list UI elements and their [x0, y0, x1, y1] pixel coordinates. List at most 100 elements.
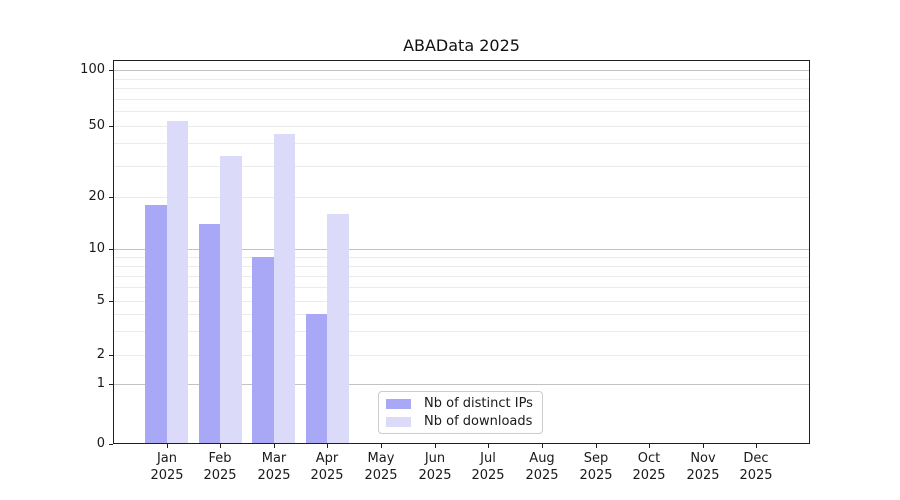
x-tick-label: Apr 2025	[295, 450, 359, 484]
gridline-minor	[114, 314, 809, 315]
gridline-minor	[114, 276, 809, 277]
x-tick-month: Oct	[637, 451, 661, 466]
legend-item-distinct-ips: Nb of distinct IPs	[386, 396, 534, 411]
gridline-minor	[114, 257, 809, 258]
y-tick	[109, 70, 113, 71]
y-tick-label: 2	[96, 347, 105, 362]
gridline-minor	[114, 111, 809, 112]
x-tick-year: 2025	[579, 468, 613, 483]
x-tick-label: Jul 2025	[456, 450, 520, 484]
gridline-major	[114, 384, 809, 385]
gridline-minor	[114, 355, 809, 356]
gridline-minor	[114, 126, 809, 127]
x-tick-year: 2025	[471, 468, 505, 483]
x-tick	[596, 444, 597, 448]
x-tick	[756, 444, 757, 448]
gridline-major	[114, 70, 809, 71]
bar-distinct-ips	[252, 256, 274, 443]
y-tick	[109, 126, 113, 127]
y-tick	[109, 197, 113, 198]
axes-frame	[113, 60, 810, 444]
x-tick-year: 2025	[257, 468, 291, 483]
y-tick-label: 0	[96, 436, 105, 451]
chart-title: ABAData 2025	[403, 36, 520, 55]
y-tick	[109, 249, 113, 250]
y-tick-label: 1	[96, 376, 105, 391]
x-tick	[435, 444, 436, 448]
x-tick	[220, 444, 221, 448]
legend-label-downloads: Nb of downloads	[424, 414, 533, 429]
bar-downloads	[166, 121, 189, 443]
x-tick	[274, 444, 275, 448]
x-tick-year: 2025	[310, 468, 344, 483]
x-tick-month: Apr	[315, 451, 339, 466]
legend-label-distinct-ips: Nb of distinct IPs	[424, 396, 533, 411]
gridline-minor	[114, 197, 809, 198]
x-tick-label: Oct 2025	[617, 450, 681, 484]
x-tick-year: 2025	[150, 468, 184, 483]
gridline-minor	[114, 143, 809, 144]
x-tick-label: Feb 2025	[188, 450, 252, 484]
x-tick	[488, 444, 489, 448]
x-tick-year: 2025	[525, 468, 559, 483]
x-tick-month: Sep	[583, 451, 609, 466]
gridline-major	[114, 249, 809, 250]
gridline-minor	[114, 88, 809, 89]
legend-item-downloads: Nb of downloads	[386, 414, 534, 429]
x-tick-label: Jan 2025	[135, 450, 199, 484]
x-tick-label: Dec 2025	[724, 450, 788, 484]
x-tick-month: Dec	[743, 451, 769, 466]
x-tick-year: 2025	[364, 468, 398, 483]
x-tick-month: Jul	[480, 451, 496, 466]
bar-downloads	[327, 213, 349, 443]
y-tick-label: 100	[80, 62, 105, 77]
x-tick-year: 2025	[203, 468, 237, 483]
y-tick-label: 20	[88, 189, 105, 204]
legend-swatch-distinct-ips	[386, 398, 411, 409]
y-tick-label: 5	[96, 293, 105, 308]
legend-swatch-downloads	[386, 416, 411, 427]
gridline-minor	[114, 99, 809, 100]
x-tick-label: Mar 2025	[242, 450, 306, 484]
x-tick-year: 2025	[686, 468, 720, 483]
gridline-minor	[114, 266, 809, 267]
y-tick	[109, 444, 113, 445]
x-tick-label: Jun 2025	[403, 450, 467, 484]
x-tick-month: Jan	[156, 451, 178, 466]
gridline-minor	[114, 79, 809, 80]
x-tick-label: Sep 2025	[564, 450, 628, 484]
x-tick-label: May 2025	[349, 450, 413, 484]
x-tick	[167, 444, 168, 448]
y-tick-label: 50	[88, 118, 105, 133]
bar-distinct-ips	[198, 223, 221, 443]
x-tick-month: Jun	[424, 451, 446, 466]
x-tick	[542, 444, 543, 448]
x-tick-month: May	[367, 451, 395, 466]
x-tick	[649, 444, 650, 448]
y-tick-label: 10	[88, 241, 105, 256]
bar-downloads	[273, 134, 296, 443]
y-tick	[109, 384, 113, 385]
gridline-minor	[114, 287, 809, 288]
bar-distinct-ips	[305, 314, 328, 443]
gridline-minor	[114, 331, 809, 332]
x-tick-year: 2025	[418, 468, 452, 483]
x-tick-month: Mar	[261, 451, 287, 466]
gridline-minor	[114, 301, 809, 302]
x-tick-month: Aug	[529, 451, 555, 466]
x-tick	[703, 444, 704, 448]
legend: Nb of distinct IPs Nb of downloads	[378, 391, 543, 434]
x-tick	[327, 444, 328, 448]
x-tick-month: Nov	[690, 451, 716, 466]
x-tick-year: 2025	[739, 468, 773, 483]
y-tick	[109, 301, 113, 302]
x-tick-label: Nov 2025	[671, 450, 735, 484]
x-tick-year: 2025	[632, 468, 666, 483]
x-tick	[381, 444, 382, 448]
y-tick	[109, 355, 113, 356]
gridline-minor	[114, 166, 809, 167]
x-tick-label: Aug 2025	[510, 450, 574, 484]
x-tick-month: Feb	[208, 451, 232, 466]
